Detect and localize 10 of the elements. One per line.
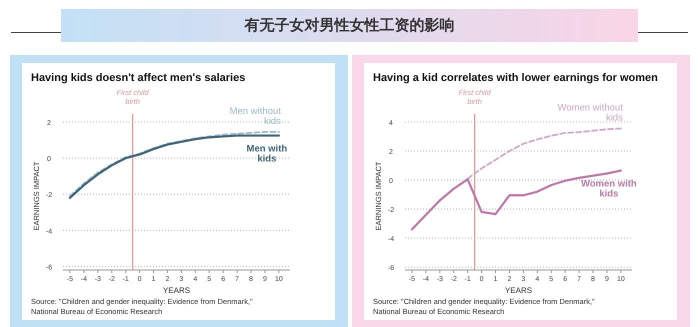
x-axis-title: YEARS xyxy=(504,286,532,295)
series-label: Women without kids xyxy=(558,102,624,124)
chart-title: Having a kid correlates with lower earnings for women xyxy=(373,72,658,84)
series-label: Women with kids xyxy=(580,178,637,200)
x-axis-title: YEARS xyxy=(162,286,190,295)
chart-title: Having kids doesn't affect men's salaries xyxy=(31,72,246,84)
text: 有无子女对男性女性工资的影响 xyxy=(61,9,638,42)
series-label: Men without kids xyxy=(230,106,282,127)
line-series xyxy=(466,128,622,180)
series-label: Men with kids xyxy=(246,144,288,165)
